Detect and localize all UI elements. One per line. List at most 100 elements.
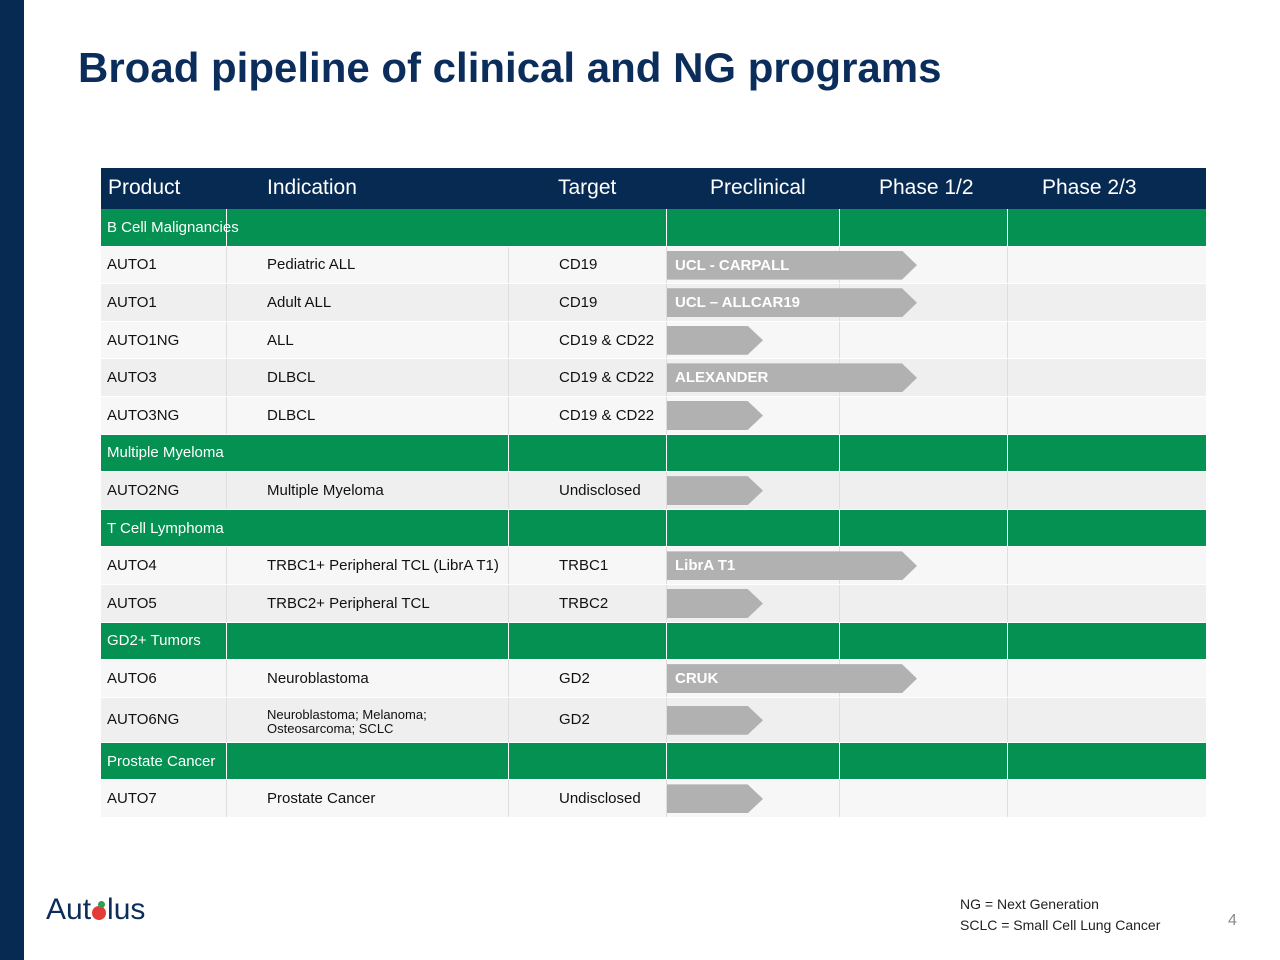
phase-2-3-cell [1008, 585, 1206, 622]
product-cell: AUTO1 [101, 284, 227, 321]
table-row: AUTO6 Neuroblastoma GD2 CRUK [101, 660, 1206, 698]
target-cell: Undisclosed [509, 472, 667, 509]
indication-cell: Adult ALL [227, 284, 509, 321]
product-cell: AUTO1 [101, 246, 227, 284]
indication-cell: Pediatric ALL [227, 246, 509, 284]
product-cell: AUTO7 [101, 780, 227, 817]
phase-2-3-cell [1008, 322, 1206, 359]
target-cell: CD19 & CD22 [509, 396, 667, 434]
indication-cell: Neuroblastoma [227, 660, 509, 697]
section-cell [509, 742, 667, 780]
table-row: AUTO1NG ALL CD19 & CD22 [101, 321, 1206, 360]
logo-text-start: Aut [46, 893, 92, 926]
indication-cell: TRBC1+ Peripheral TCL (LibrA T1) [227, 547, 509, 584]
product-cell: AUTO6 [101, 660, 227, 697]
table-row: AUTO4 TRBC1+ Peripheral TCL (LibrA T1) TRB… [101, 547, 1206, 585]
header-phase-2-3: Phase 2/3 [1042, 176, 1137, 199]
phase-1-2-cell [840, 396, 1008, 434]
section-cell [227, 622, 509, 660]
table-body: B Cell Malignancies AUTO1 Pediatric ALL CD1… [101, 209, 1206, 818]
section-cell [667, 622, 840, 660]
table-row: AUTO7 Prostate Cancer Undisclosed [101, 780, 1206, 818]
page-title: Broad pipeline of clinical and NG progra… [78, 44, 942, 91]
phase-1-2-cell [840, 284, 1008, 321]
target-cell: GD2 [509, 697, 667, 742]
phase-1-2-cell [840, 547, 1008, 584]
target-cell: CD19 [509, 246, 667, 284]
indication-cell: Neuroblastoma; Melanoma; Osteosarcoma; S… [227, 697, 509, 742]
section-cell [840, 434, 1008, 472]
section-row: T Cell Lymphoma [101, 509, 1206, 548]
section-label: GD2+ Tumors [101, 622, 227, 660]
phase-1-2-cell [840, 321, 1008, 359]
phase-2-3-cell [1008, 397, 1206, 434]
left-accent-bar [0, 0, 24, 960]
phase-1-2-cell [840, 246, 1008, 284]
progress-arrow [667, 476, 763, 506]
preclinical-cell [667, 584, 840, 622]
section-cell [509, 509, 667, 547]
trial-label: UCL - CARPALL [675, 256, 790, 274]
progress-arrow [667, 400, 763, 430]
section-cell [667, 434, 840, 472]
trial-label: LibrA T1 [675, 557, 736, 575]
section-cell [509, 434, 667, 472]
progress-arrow: UCL - CARPALL [667, 250, 917, 280]
preclinical-cell [667, 780, 840, 817]
indication-cell: Multiple Myeloma [227, 472, 509, 509]
indication-cell: ALL [227, 321, 509, 359]
progress-arrow [667, 325, 763, 355]
section-cell [509, 622, 667, 660]
target-cell: TRBC2 [509, 584, 667, 622]
table-header: Product Indication Target Preclinical Ph… [101, 168, 1206, 209]
section-cell [840, 509, 1008, 547]
section-cell [840, 209, 1008, 246]
phase-1-2-cell [840, 472, 1008, 509]
trial-label: CRUK [675, 670, 719, 688]
progress-arrow [667, 705, 763, 735]
section-row: GD2+ Tumors [101, 622, 1206, 661]
phase-2-3-cell [1008, 547, 1206, 584]
preclinical-cell [667, 396, 840, 434]
table-row: AUTO2NG Multiple Myeloma Undisclosed [101, 472, 1206, 510]
product-cell: AUTO3NG [101, 396, 227, 434]
phase-2-3-cell [1008, 472, 1206, 509]
table-row: AUTO1 Pediatric ALL CD19 UCL - CARPALL [101, 246, 1206, 285]
progress-arrow [667, 588, 763, 618]
pipeline-table: Product Indication Target Preclinical Ph… [101, 168, 1206, 818]
product-cell: AUTO3 [101, 359, 227, 396]
phase-2-3-cell [1008, 780, 1206, 817]
indication-cell: DLBCL [227, 359, 509, 396]
phase-2-3-cell [1008, 284, 1206, 321]
section-label: Multiple Myeloma [101, 434, 509, 472]
section-label: B Cell Malignancies [101, 209, 239, 246]
table-row: AUTO3NG DLBCL CD19 & CD22 [101, 396, 1206, 435]
progress-arrow [667, 784, 763, 814]
target-cell: CD19 [509, 284, 667, 321]
section-cell [1008, 510, 1206, 547]
phase-2-3-cell [1008, 359, 1206, 396]
header-indication: Indication [267, 176, 357, 199]
header-product: Product [108, 176, 181, 199]
section-label: T Cell Lymphoma [101, 509, 509, 547]
phase-1-2-cell [840, 660, 1008, 697]
section-cell [840, 622, 1008, 660]
preclinical-cell [667, 321, 840, 359]
section-cell [509, 209, 667, 246]
phase-2-3-cell [1008, 698, 1206, 742]
section-cell [840, 742, 1008, 780]
target-cell: CD19 & CD22 [509, 359, 667, 396]
phase-1-2-cell [840, 584, 1008, 622]
product-cell: AUTO4 [101, 547, 227, 584]
logo-text-end: lus [107, 893, 146, 926]
table-row: AUTO5 TRBC2+ Peripheral TCL TRBC2 [101, 584, 1206, 623]
section-cell [227, 742, 509, 780]
preclinical-cell [667, 697, 840, 742]
phase-1-2-cell [840, 359, 1008, 396]
progress-arrow: ALEXANDER [667, 363, 917, 393]
phase-1-2-cell [840, 780, 1008, 817]
target-cell: TRBC1 [509, 547, 667, 584]
target-cell: GD2 [509, 660, 667, 697]
target-cell: Undisclosed [509, 780, 667, 817]
indication-cell: TRBC2+ Peripheral TCL [227, 584, 509, 622]
